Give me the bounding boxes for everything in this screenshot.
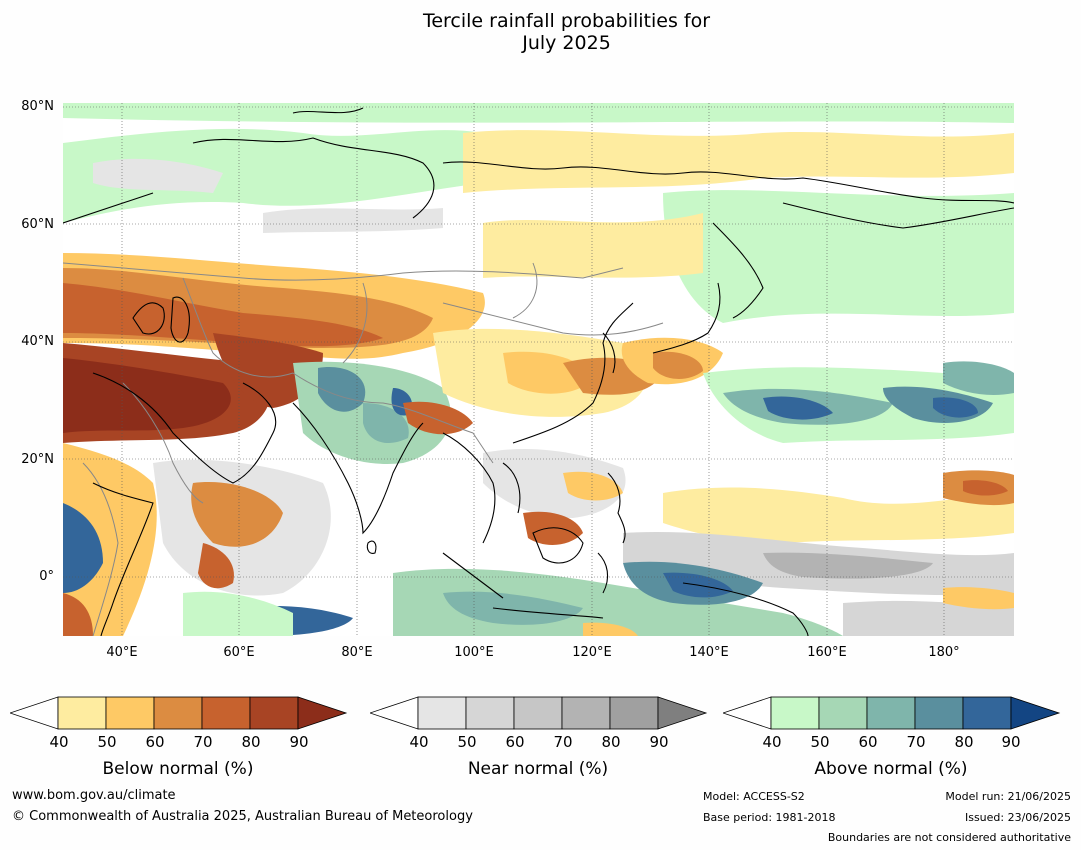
cbar-tick: 90 bbox=[289, 733, 309, 751]
colorbar-swatch bbox=[249, 696, 299, 730]
website-link[interactable]: www.bom.gov.au/climate bbox=[12, 788, 176, 803]
rainfall-probability-map bbox=[63, 103, 1014, 636]
disclaimer-text: Boundaries are not considered authoritat… bbox=[827, 831, 1071, 844]
copyright-text: © Commonwealth of Australia 2025, Austra… bbox=[12, 809, 473, 824]
cbar-tick: 80 bbox=[954, 733, 974, 751]
cbar-tick: 60 bbox=[145, 733, 165, 751]
cbar-tick: 50 bbox=[810, 733, 830, 751]
colorbar-swatch bbox=[417, 696, 467, 730]
lon-label-100e: 100°E bbox=[454, 645, 494, 660]
colorbar-swatch bbox=[770, 696, 820, 730]
colorbar-extend-high bbox=[1010, 696, 1061, 730]
country-borders bbox=[63, 262, 664, 636]
lat-label-60n: 60°N bbox=[21, 217, 54, 232]
cbar-tick: 40 bbox=[762, 733, 782, 751]
map-svg bbox=[63, 103, 1014, 636]
colorbar-extend-high bbox=[297, 696, 348, 730]
colorbar-swatch bbox=[962, 696, 1012, 730]
lon-label-40e: 40°E bbox=[106, 645, 138, 660]
lon-label-120e: 120°E bbox=[572, 645, 612, 660]
cbar-tick: 80 bbox=[241, 733, 261, 751]
colorbar-above-normal-swatches bbox=[723, 696, 1061, 730]
colorbar-swatch bbox=[201, 696, 251, 730]
cbar-tick: 70 bbox=[193, 733, 213, 751]
lat-label-20n: 20°N bbox=[21, 452, 54, 467]
lat-label-40n: 40°N bbox=[21, 334, 54, 349]
colorbar-swatch bbox=[465, 696, 515, 730]
chart-title: Tercile rainfall probabilities for July … bbox=[0, 10, 1081, 54]
probability-field bbox=[63, 103, 1014, 636]
colorbar-title-below: Below normal (%) bbox=[102, 759, 254, 779]
cbar-tick: 40 bbox=[49, 733, 69, 751]
lon-label-60e: 60°E bbox=[223, 645, 255, 660]
lon-label-140e: 140°E bbox=[689, 645, 729, 660]
colorbar-swatch bbox=[914, 696, 964, 730]
colorbar-swatch bbox=[609, 696, 659, 730]
colorbar-swatch bbox=[57, 696, 107, 730]
model-text: Model: ACCESS-S2 bbox=[703, 790, 805, 803]
colorbar-swatch bbox=[153, 696, 203, 730]
cbar-tick: 60 bbox=[505, 733, 525, 751]
colorbar-swatch bbox=[866, 696, 916, 730]
colorbar-title-near: Near normal (%) bbox=[467, 759, 609, 779]
graticule bbox=[63, 103, 1014, 636]
colorbar-below-normal-swatches bbox=[10, 696, 348, 730]
colorbar-extend-low bbox=[10, 696, 59, 730]
base-period-text: Base period: 1981-2018 bbox=[703, 811, 836, 824]
cbar-tick: 70 bbox=[906, 733, 926, 751]
cbar-tick: 40 bbox=[409, 733, 429, 751]
cbar-tick: 90 bbox=[649, 733, 669, 751]
colorbar-title-above: Above normal (%) bbox=[814, 759, 968, 779]
colorbar-swatch bbox=[818, 696, 868, 730]
colorbar-extend-low bbox=[723, 696, 772, 730]
cbar-tick: 70 bbox=[553, 733, 573, 751]
lon-label-80e: 80°E bbox=[341, 645, 373, 660]
colorbar-swatch bbox=[105, 696, 155, 730]
cbar-tick: 50 bbox=[457, 733, 477, 751]
chart-title-line2: July 2025 bbox=[522, 32, 611, 54]
cbar-tick: 50 bbox=[97, 733, 117, 751]
colorbar-near-normal-swatches bbox=[370, 696, 708, 730]
cbar-tick: 60 bbox=[858, 733, 878, 751]
chart-title-line1: Tercile rainfall probabilities for bbox=[422, 10, 711, 32]
colorbar-extend-high bbox=[657, 696, 708, 730]
cbar-tick: 80 bbox=[601, 733, 621, 751]
colorbar-extend-low bbox=[370, 696, 419, 730]
lon-label-160e: 160°E bbox=[807, 645, 847, 660]
colorbar-swatch bbox=[513, 696, 563, 730]
lon-label-180: 180° bbox=[928, 645, 960, 660]
coastlines bbox=[63, 107, 1014, 636]
colorbar-swatch bbox=[561, 696, 611, 730]
cbar-tick: 90 bbox=[1001, 733, 1021, 751]
issued-text: Issued: 23/06/2025 bbox=[964, 811, 1071, 824]
lat-label-80n: 80°N bbox=[21, 99, 54, 114]
lat-label-0: 0° bbox=[39, 569, 54, 584]
model-run-text: Model run: 21/06/2025 bbox=[945, 790, 1071, 803]
